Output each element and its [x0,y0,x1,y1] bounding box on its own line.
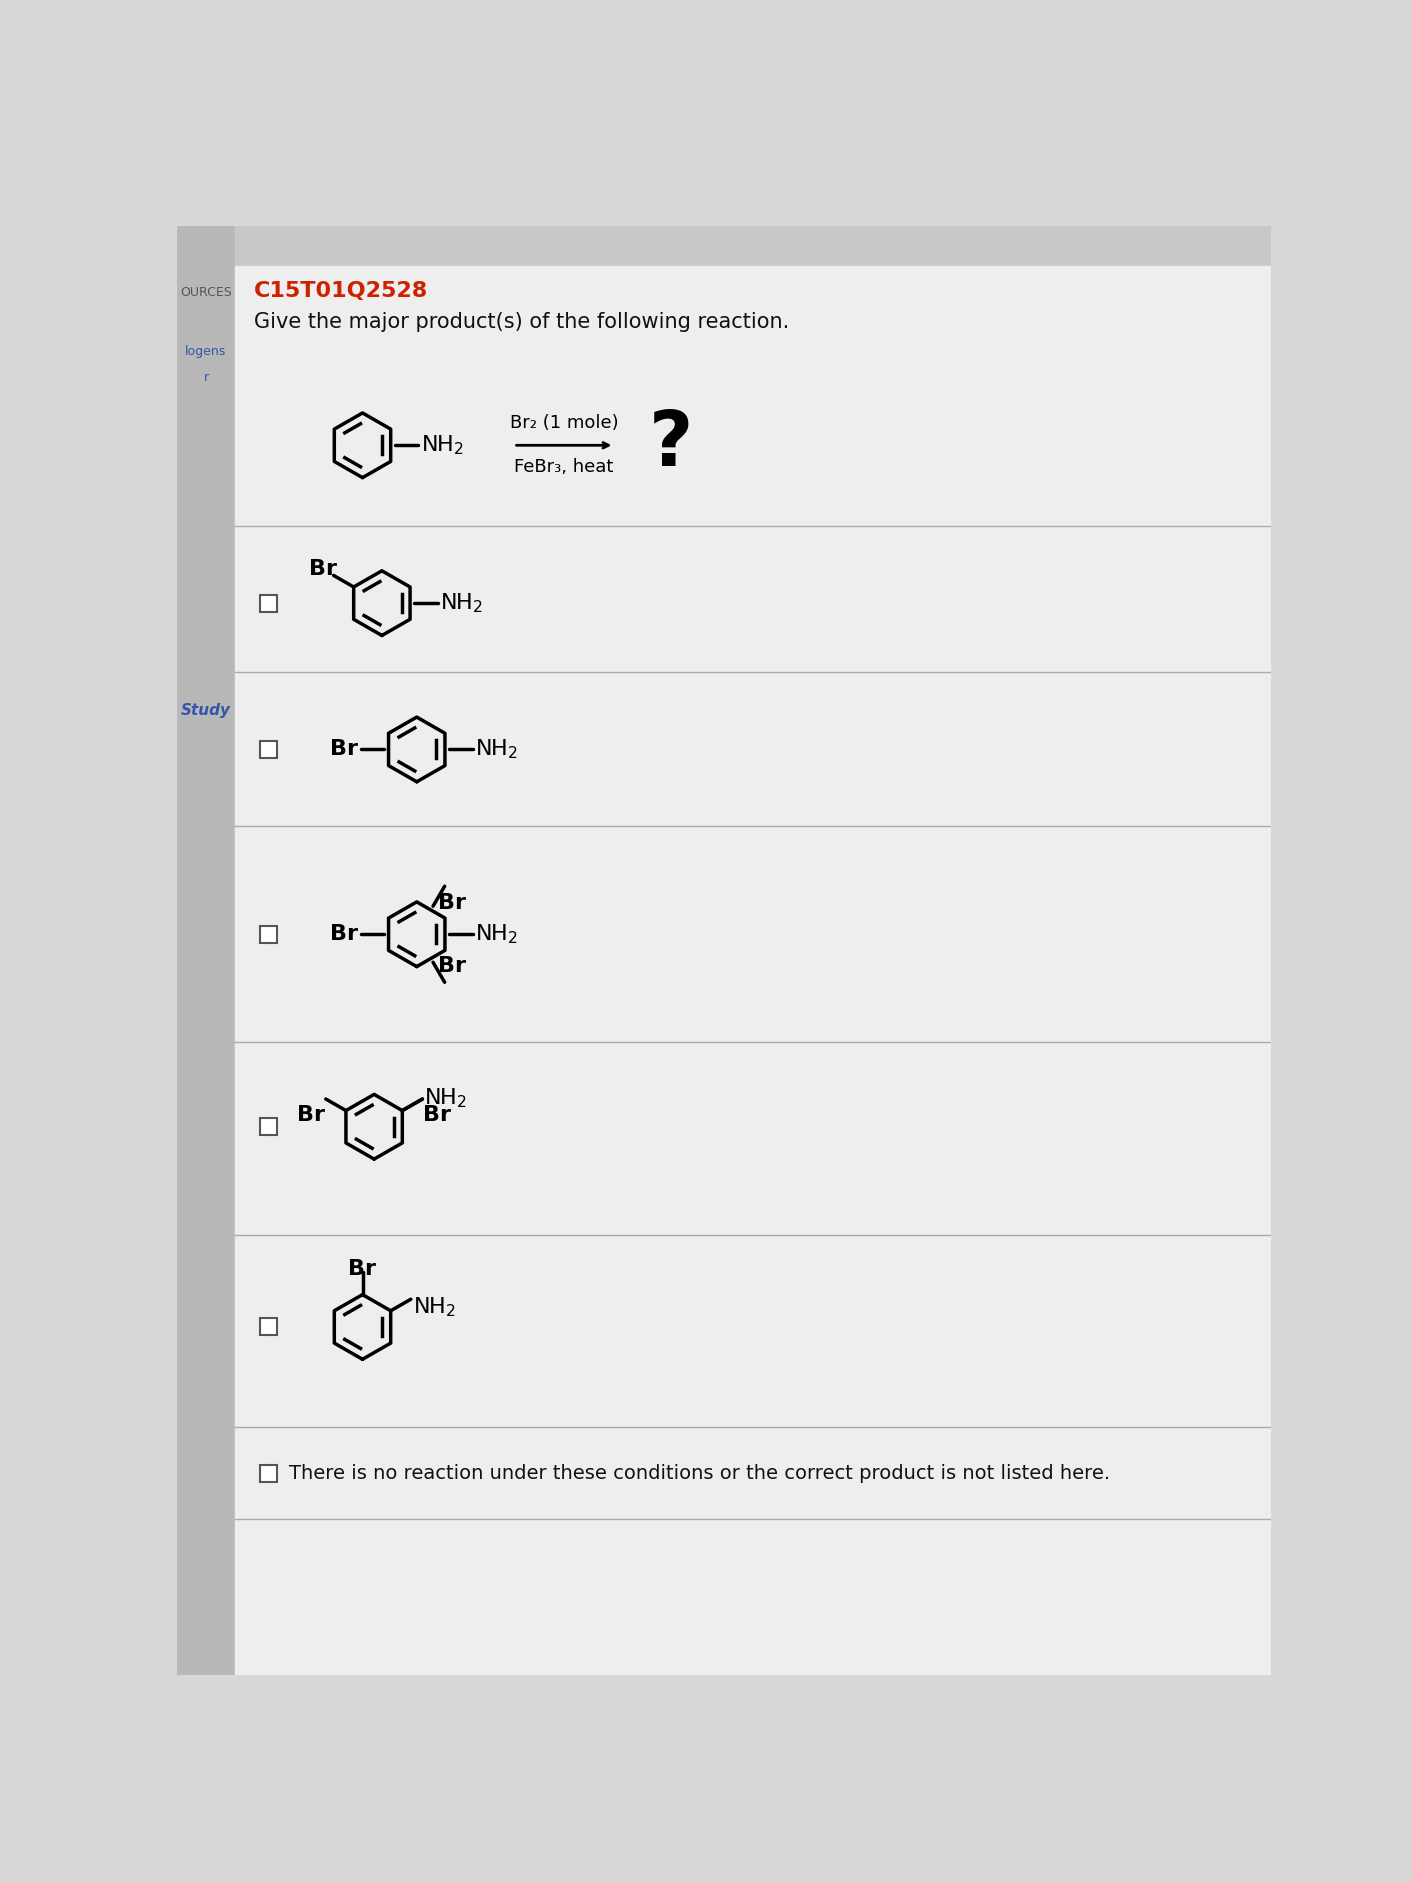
Text: NH$_2$: NH$_2$ [425,1086,467,1110]
Bar [176,226,234,1675]
Text: NH$_2$: NH$_2$ [421,433,463,457]
Text: Br: Br [349,1259,377,1280]
Text: Study: Study [181,704,232,719]
Text: ?: ? [650,408,693,482]
Text: There is no reaction under these conditions or the correct product is not listed: There is no reaction under these conditi… [289,1464,1110,1483]
Bar [260,926,277,943]
Text: NH$_2$: NH$_2$ [441,591,483,615]
Text: Br₂ (1 mole): Br₂ (1 mole) [510,414,618,433]
Text: NH$_2$: NH$_2$ [412,1295,456,1319]
Text: Give the major product(s) of the following reaction.: Give the major product(s) of the followi… [254,312,789,331]
Text: r: r [203,371,209,384]
Text: OURCES: OURCES [181,286,232,299]
Text: FeBr₃, heat: FeBr₃, heat [514,459,614,476]
Bar [260,742,277,758]
Text: Br: Br [297,1105,325,1125]
Text: Br: Br [438,956,466,975]
Text: logens: logens [185,344,226,358]
Text: Br: Br [438,892,466,913]
Text: C15T01Q2528: C15T01Q2528 [254,280,428,301]
Text: NH$_2$: NH$_2$ [474,738,518,760]
Bar [260,1118,277,1135]
Text: Br: Br [330,924,357,945]
Text: Br: Br [330,740,357,760]
Bar [260,1319,277,1336]
Text: NH$_2$: NH$_2$ [474,922,518,947]
Bar [260,595,277,612]
Bar [234,226,1271,265]
Text: Br: Br [424,1105,450,1125]
Text: Br: Br [309,559,337,580]
Bar [260,1464,277,1481]
